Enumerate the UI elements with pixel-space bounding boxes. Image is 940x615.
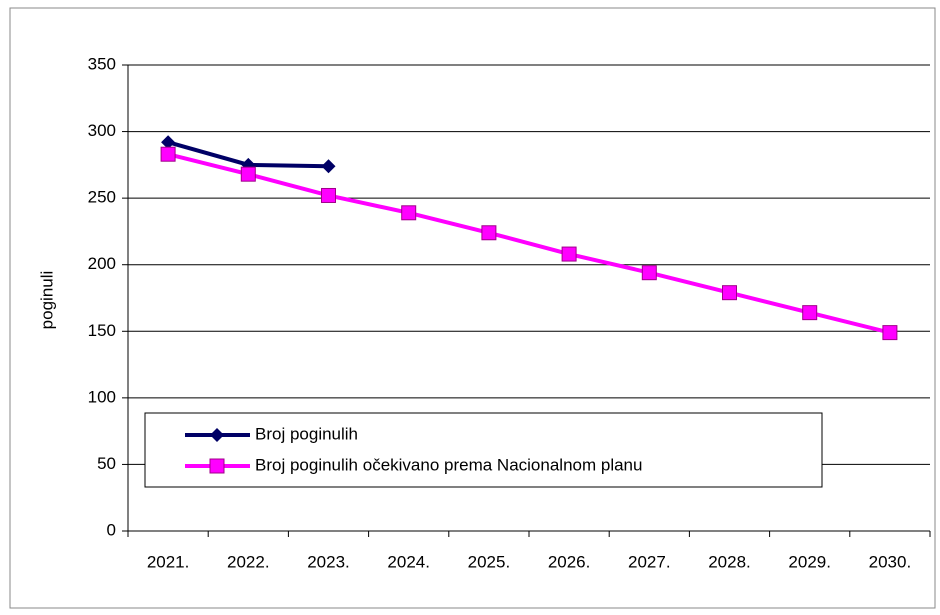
data-point — [240, 166, 256, 182]
legend-marker — [209, 458, 225, 474]
data-point — [481, 225, 497, 241]
x-tick-label: 2024. — [387, 552, 430, 571]
x-tick-label: 2028. — [708, 552, 751, 571]
x-tick-label: 2022. — [227, 552, 270, 571]
data-point — [561, 246, 577, 262]
series-line — [167, 152, 891, 335]
chart-frame — [9, 7, 936, 609]
legend-label: Broj poginulih očekivano prema Nacionaln… — [255, 455, 642, 474]
x-tick-label: 2023. — [307, 552, 350, 571]
x-tick-label: 2030. — [869, 552, 912, 571]
x-tick-label: 2025. — [468, 552, 511, 571]
legend-box — [144, 412, 823, 488]
data-point — [802, 305, 818, 321]
y-tick-label: 150 — [88, 321, 116, 340]
y-tick-label: 50 — [97, 454, 116, 473]
data-point — [321, 159, 336, 174]
x-tick-label: 2027. — [628, 552, 671, 571]
y-axis-label: poginuli — [37, 271, 56, 330]
y-tick-label: 250 — [88, 188, 116, 207]
y-tick-label: 0 — [107, 520, 116, 539]
x-tick-label: 2026. — [548, 552, 591, 571]
data-point — [321, 187, 336, 203]
data-point — [401, 205, 417, 221]
x-tick-label: 2021. — [147, 552, 190, 571]
data-point — [161, 135, 176, 150]
y-tick-label: 350 — [88, 54, 116, 73]
data-point — [641, 265, 657, 281]
legend-marker — [210, 428, 224, 442]
y-tick-label: 200 — [88, 254, 116, 273]
data-point — [882, 325, 898, 341]
data-point — [722, 285, 737, 301]
data-point — [160, 146, 176, 162]
x-tick-label: 2029. — [788, 552, 831, 571]
legend-label: Broj poginulih — [255, 424, 358, 443]
y-tick-label: 300 — [88, 121, 116, 140]
y-tick-label: 100 — [88, 387, 116, 406]
